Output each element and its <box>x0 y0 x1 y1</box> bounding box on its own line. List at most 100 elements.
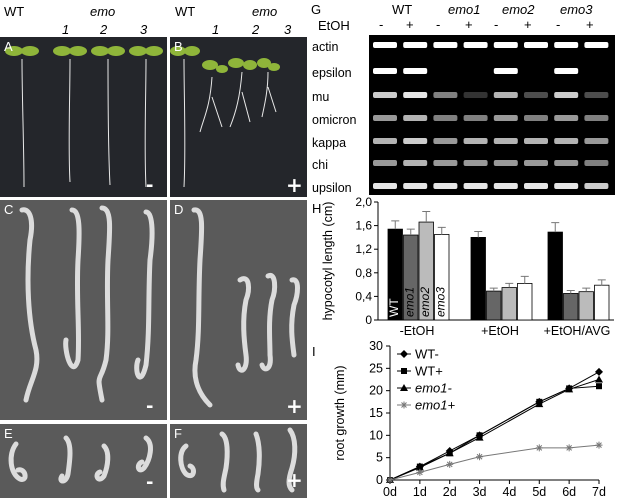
gel-band <box>524 160 548 166</box>
gel-band <box>403 138 428 144</box>
chart-h-ytick-label: 0 <box>365 313 372 327</box>
chart-i-point-WT- <box>595 367 603 376</box>
chart-i-ylabel: root growth (mm) <box>333 365 347 460</box>
chart-i-point-emo1+ <box>386 476 394 484</box>
gel-band <box>584 42 609 48</box>
chart-h-errorbar <box>551 222 560 233</box>
header-a-1: 1 <box>62 22 70 37</box>
gel-gene-omicron: omicron <box>312 113 357 127</box>
chart-i-ytick-label: 5 <box>376 451 383 465</box>
gel-band <box>493 138 518 144</box>
panel-d-etiolated-photo: D + <box>170 200 307 420</box>
chart-i-ytick-label: 25 <box>369 361 383 375</box>
root-growth-line-chart: root growth (mm) 0 5 10 15 20 25 30 0d 1d 2d 3d 4d 5d… <box>333 339 606 498</box>
chart-i-point-emo1- <box>565 385 574 393</box>
gel-band <box>584 92 609 98</box>
chart-h-errorbar <box>437 226 446 235</box>
gel-band <box>403 160 428 166</box>
gel-band <box>554 92 579 98</box>
chart-h-series-label-WT: WT <box>387 298 401 317</box>
gel-band <box>584 115 609 121</box>
chart-i-point-emo1- <box>445 449 454 457</box>
gel-band <box>403 92 428 98</box>
chart-i-xtick-label: 1d <box>413 485 427 498</box>
gel-band <box>403 68 428 74</box>
chart-h-bar-emo1-1 <box>486 290 502 321</box>
chart-i-legend-marker <box>400 350 408 358</box>
gel-band <box>524 138 548 144</box>
chart-h-errorbar <box>422 210 431 223</box>
chart-h-errorbar <box>520 275 529 284</box>
gel-band <box>524 42 548 48</box>
gel-band <box>554 138 579 144</box>
chart-h-errorbar <box>489 287 498 292</box>
gel-band <box>493 92 518 98</box>
gel-gene-chi: chi <box>312 158 328 172</box>
gel-genotype-emo2: emo2 <box>502 2 535 17</box>
chart-h-errorbar <box>597 279 606 286</box>
gel-band <box>403 183 428 189</box>
chart-h-bar-emo1-2 <box>563 293 579 321</box>
gel-band <box>403 42 428 48</box>
gel-treatment-2: - <box>436 17 441 32</box>
chart-i-legend-marker <box>401 368 407 374</box>
panel-a-letter: A <box>4 39 13 54</box>
chart-h-ytick-label: 0,4 <box>355 289 372 303</box>
gel-band <box>493 115 518 121</box>
gel-band <box>584 183 609 189</box>
gel-band <box>463 92 488 98</box>
gel-treatment-7: + <box>586 17 594 32</box>
header-b-1: 1 <box>212 22 220 37</box>
chart-i-xtick-label: 2d <box>443 485 457 498</box>
chart-i-point-emo1- <box>415 463 424 471</box>
gel-band <box>554 68 579 74</box>
chart-i-point-emo1+ <box>446 460 454 468</box>
panel-c-etiolated-photo: C - <box>0 200 167 420</box>
gel-treatment-4: - <box>494 17 499 32</box>
chart-i-legend-marker <box>400 384 408 391</box>
gel-band <box>554 160 579 166</box>
chart-i-xtick-label: 7d <box>592 485 606 498</box>
gel-band <box>433 138 458 144</box>
chart-i-point-emo1+ <box>476 453 484 461</box>
header-a-emo: emo <box>90 4 116 19</box>
gel-genotype-wt: WT <box>392 2 413 17</box>
gel-band <box>463 138 488 144</box>
chart-i-point-emo1+ <box>565 444 573 452</box>
gel-band <box>373 42 397 48</box>
gel-treatment-0: - <box>379 17 384 32</box>
gel-band <box>524 183 548 189</box>
panel-e-seedlings-photo: E - <box>0 424 167 498</box>
gel-band <box>433 115 458 121</box>
gel-band <box>493 68 518 74</box>
chart-h-errorbar <box>582 287 591 292</box>
chart-h-category-label: -EtOH <box>400 324 435 338</box>
chart-h-ytick-label: 2,0 <box>355 196 372 209</box>
chart-i-legend-label-WT+: WT+ <box>415 364 443 379</box>
seedlings-image-a <box>5 46 163 188</box>
gel-band <box>373 138 397 144</box>
chart-h-ytick-label: 0,8 <box>355 266 372 280</box>
chart-h-bar-WT-2 <box>547 231 563 321</box>
header-a-3: 3 <box>140 22 148 37</box>
chart-h-bar-emo2-2 <box>578 291 594 321</box>
header-b-2: 2 <box>252 22 260 37</box>
gel-band <box>554 42 579 48</box>
chart-h-category-label: +EtOH/AVG <box>544 324 611 338</box>
gel-band <box>463 42 488 48</box>
chart-i-legend-label-emo1-: emo1- <box>415 381 453 396</box>
gel-genotype-emo1: emo1 <box>448 2 481 17</box>
chart-i-xtick-label: 4d <box>502 485 516 498</box>
hypocotyl-bar-chart: hypocotyl length (cm) 0 0,4 0,8 1,2 1,6 2,0 -Et… <box>321 196 614 338</box>
chart-i-ytick-label: 0 <box>376 473 383 487</box>
gel-bands <box>373 42 609 189</box>
chart-h-bar-emo2-1 <box>501 287 517 321</box>
gel-band <box>524 92 548 98</box>
gel-gene-upsilon: upsilon <box>312 181 352 195</box>
gel-band <box>433 183 458 189</box>
gel-band <box>554 183 579 189</box>
panel-a-seedlings-photo: A - <box>0 37 167 197</box>
chart-h-bar-emo3-1 <box>517 283 533 321</box>
seedlings-image-f <box>178 427 298 493</box>
gel-gene-kappa: kappa <box>312 136 347 150</box>
